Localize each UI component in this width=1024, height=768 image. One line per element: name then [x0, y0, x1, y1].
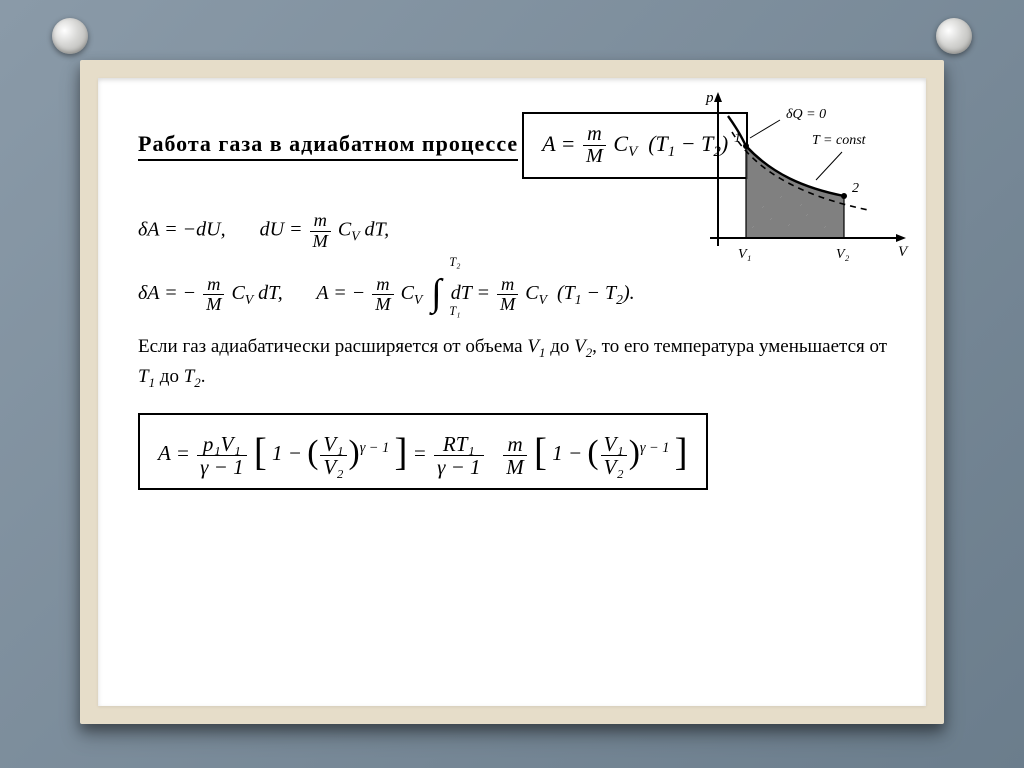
- formula-main-lhs: A =: [542, 131, 575, 156]
- push-pin-top-right: [936, 18, 972, 54]
- v1-tick-label: V₁: [738, 247, 751, 262]
- axis-p-label: p: [705, 90, 714, 106]
- card-frame: Работа газа в адиабатном процессе: [80, 60, 944, 724]
- point-1-label: 1: [734, 131, 741, 146]
- formula-big-box: A = p₁V₁ γ − 1 [ 1 − (V₁V₂)γ − 1 ] = RT₁…: [138, 413, 708, 490]
- v2-tick-label: V₂: [836, 247, 850, 262]
- t-const-label: T = const: [812, 133, 867, 148]
- content-card: Работа газа в адиабатном процессе: [98, 78, 926, 706]
- page-title: Работа газа в адиабатном процессе: [138, 131, 518, 161]
- dq-label: δQ = 0: [786, 107, 826, 122]
- push-pin-top-left: [52, 18, 88, 54]
- axis-v-label: V: [898, 244, 909, 260]
- pv-diagram: p V δQ = 0 T = const 1 2 V₁ V₂: [692, 88, 912, 278]
- point-2-label: 2: [852, 181, 859, 196]
- explanation-text: Если газ адиабатически расширяется от об…: [138, 332, 896, 391]
